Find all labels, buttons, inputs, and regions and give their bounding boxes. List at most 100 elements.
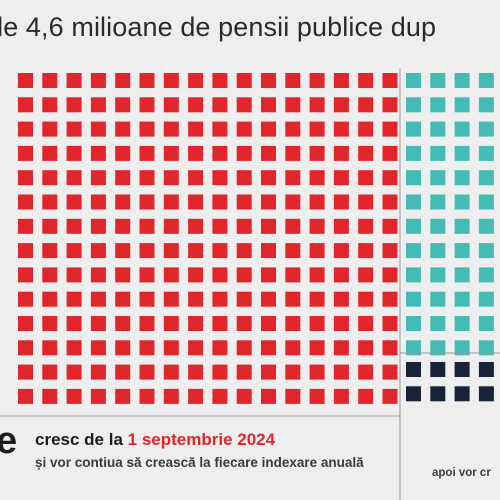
waffle-square-red	[66, 97, 82, 113]
waffle-square-teal	[478, 340, 494, 356]
waffle-square-red	[90, 218, 106, 234]
waffle-square-red	[188, 218, 204, 234]
waffle-square-red	[42, 291, 58, 307]
waffle-square-red	[236, 145, 252, 161]
waffle-square-red	[90, 73, 106, 88]
waffle-square-red	[66, 170, 82, 186]
waffle-square-red	[115, 73, 131, 88]
waffle-square-red	[139, 170, 155, 186]
waffle-square-red	[236, 243, 252, 259]
waffle-square-red	[188, 194, 204, 210]
waffle-square-red	[333, 340, 349, 356]
waffle-square-red	[188, 364, 204, 380]
waffle-square-red	[382, 170, 398, 186]
waffle-square-red	[18, 121, 33, 137]
waffle-square-teal	[454, 170, 470, 186]
waffle-square-red	[358, 388, 374, 404]
waffle-square-teal	[406, 73, 421, 88]
waffle-square-red	[66, 243, 82, 259]
waffle-square-red	[163, 194, 179, 210]
waffle-square-red	[358, 364, 374, 380]
waffle-square-red	[188, 97, 204, 113]
legend-prefix: cresc de la	[35, 430, 123, 449]
waffle-square-red	[18, 364, 33, 380]
waffle-square-red	[285, 243, 301, 259]
waffle-square-red	[139, 364, 155, 380]
waffle-square-red	[333, 73, 349, 88]
waffle-square-red	[261, 73, 276, 88]
waffle-square-navy	[454, 362, 470, 377]
waffle-square-red	[309, 388, 325, 404]
waffle-square-red	[382, 194, 398, 210]
waffle-square-red	[18, 170, 33, 186]
waffle-square-teal	[406, 267, 421, 283]
waffle-square-red	[358, 316, 374, 331]
waffle-square-red	[261, 121, 276, 137]
waffle-square-red	[90, 340, 106, 356]
waffle-square-red	[66, 121, 82, 137]
waffle-square-red	[333, 267, 349, 283]
waffle-square-red	[261, 194, 276, 210]
waffle-square-red	[18, 243, 33, 259]
waffle-square-red	[115, 267, 131, 283]
waffle-square-teal	[430, 291, 446, 307]
waffle-square-red	[66, 388, 82, 404]
waffle-square-teal	[406, 340, 421, 356]
waffle-square-red	[18, 194, 33, 210]
waffle-square-red	[333, 121, 349, 137]
waffle-square-navy	[406, 386, 421, 402]
waffle-square-navy	[406, 362, 421, 377]
waffle-square-red	[163, 218, 179, 234]
waffle-square-navy	[478, 386, 494, 402]
waffle-square-red	[163, 97, 179, 113]
waffle-square-red	[115, 194, 131, 210]
waffle-square-red	[285, 97, 301, 113]
waffle-square-red	[115, 97, 131, 113]
waffle-square-red	[309, 340, 325, 356]
waffle-square-red	[309, 267, 325, 283]
waffle-square-red	[285, 121, 301, 137]
waffle-square-red	[236, 267, 252, 283]
waffle-square-teal	[406, 316, 421, 331]
waffle-square-red	[333, 243, 349, 259]
waffle-square-teal	[454, 218, 470, 234]
waffle-square-red	[115, 218, 131, 234]
waffle-square-red	[333, 218, 349, 234]
chart-title: ele 4,6 milioane de pensii publice dup	[0, 12, 437, 42]
waffle-square-red	[236, 194, 252, 210]
waffle-square-red	[139, 194, 155, 210]
waffle-square-teal	[454, 316, 470, 331]
waffle-square-red	[309, 218, 325, 234]
waffle-square-red	[382, 388, 398, 404]
waffle-square-red	[188, 170, 204, 186]
waffle-square-red	[139, 316, 155, 331]
waffle-square-teal	[430, 243, 446, 259]
waffle-square-red	[212, 267, 228, 283]
waffle-square-red	[309, 97, 325, 113]
waffle-square-red	[188, 388, 204, 404]
waffle-square-red	[42, 364, 58, 380]
legend-date: 1 septembrie 2024	[127, 430, 276, 449]
waffle-square-red	[66, 194, 82, 210]
waffle-square-red	[90, 243, 106, 259]
waffle-square-red	[18, 73, 33, 88]
waffle-square-red	[261, 316, 276, 331]
waffle-square-red	[139, 243, 155, 259]
waffle-square-red	[90, 170, 106, 186]
waffle-square-red	[382, 145, 398, 161]
waffle-square-red	[18, 291, 33, 307]
waffle-square-red	[333, 194, 349, 210]
waffle-square-red	[212, 97, 228, 113]
waffle-square-red	[188, 243, 204, 259]
waffle-square-red	[261, 243, 276, 259]
waffle-square-teal	[430, 340, 446, 356]
waffle-square-red	[115, 388, 131, 404]
waffle-square-teal	[406, 194, 421, 210]
waffle-square-red	[163, 73, 179, 88]
waffle-square-teal	[478, 97, 494, 113]
waffle-square-red	[309, 121, 325, 137]
waffle-square-red	[18, 340, 33, 356]
waffle-square-red	[261, 291, 276, 307]
waffle-square-red	[382, 73, 398, 88]
waffle-square-red	[139, 267, 155, 283]
